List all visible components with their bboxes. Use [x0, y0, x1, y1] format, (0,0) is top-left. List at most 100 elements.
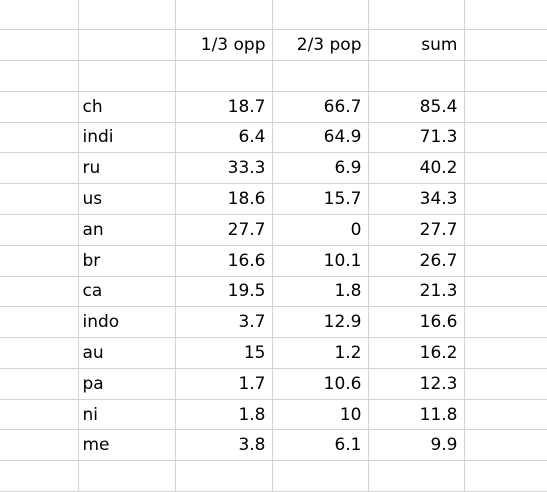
cell[interactable]	[0, 122, 79, 154]
pop-value-cell[interactable]: 10.1	[272, 245, 369, 277]
cell[interactable]	[464, 368, 547, 400]
cell[interactable]	[0, 429, 79, 462]
pop-value-cell[interactable]: 12.9	[272, 306, 369, 339]
cell[interactable]	[175, 460, 273, 492]
sum-value-cell[interactable]: 27.7	[368, 214, 465, 246]
cell[interactable]	[464, 429, 547, 462]
opp-value-cell[interactable]: 1.8	[175, 399, 273, 431]
row-name-cell[interactable]: me	[78, 429, 176, 462]
sum-value-cell[interactable]: 16.6	[368, 306, 465, 339]
cell[interactable]	[464, 460, 547, 492]
cell[interactable]	[78, 60, 176, 92]
table-row: ca 19.5 1.8 21.3	[0, 276, 547, 308]
cell[interactable]	[368, 0, 465, 31]
cell[interactable]	[464, 306, 547, 339]
opp-value-cell[interactable]: 16.6	[175, 245, 273, 277]
pop-value-cell[interactable]: 10.6	[272, 368, 369, 400]
opp-value-cell[interactable]: 18.7	[175, 91, 273, 123]
opp-value-cell[interactable]: 3.7	[175, 306, 273, 339]
cell[interactable]	[464, 91, 547, 123]
cell[interactable]	[0, 306, 79, 339]
cell[interactable]	[0, 152, 79, 185]
cell[interactable]	[0, 60, 79, 92]
row-name-cell[interactable]: ru	[78, 152, 176, 185]
row-name-cell[interactable]: ch	[78, 91, 176, 123]
cell[interactable]	[464, 152, 547, 185]
cell[interactable]	[0, 399, 79, 431]
cell[interactable]	[464, 399, 547, 431]
cell[interactable]	[0, 91, 79, 123]
cell[interactable]	[272, 460, 369, 492]
pop-value-cell[interactable]: 10	[272, 399, 369, 431]
pop-value-cell[interactable]: 1.8	[272, 276, 369, 308]
opp-value-cell[interactable]: 6.4	[175, 122, 273, 154]
pop-value-cell[interactable]: 1.2	[272, 337, 369, 369]
row-name-cell[interactable]: indi	[78, 122, 176, 154]
header-row: 1/3 opp 2/3 pop sum	[0, 29, 547, 62]
sum-value-cell[interactable]: 9.9	[368, 429, 465, 462]
table-row: an 27.7 0 27.7	[0, 214, 547, 246]
row-name-cell[interactable]: pa	[78, 368, 176, 400]
cell[interactable]	[464, 214, 547, 246]
sheet-row	[0, 60, 547, 92]
cell[interactable]	[0, 29, 79, 62]
sum-value-cell[interactable]: 11.8	[368, 399, 465, 431]
cell[interactable]	[272, 0, 369, 31]
pop-value-cell[interactable]: 0	[272, 214, 369, 246]
row-name-cell[interactable]: au	[78, 337, 176, 369]
row-name-cell[interactable]: indo	[78, 306, 176, 339]
opp-value-cell[interactable]: 15	[175, 337, 273, 369]
row-name-cell[interactable]: br	[78, 245, 176, 277]
cell[interactable]	[0, 214, 79, 246]
cell[interactable]	[78, 0, 176, 31]
header-sum[interactable]: sum	[368, 29, 465, 62]
cell[interactable]	[464, 183, 547, 215]
cell[interactable]	[175, 60, 273, 92]
cell[interactable]	[0, 0, 79, 31]
opp-value-cell[interactable]: 19.5	[175, 276, 273, 308]
cell[interactable]	[0, 276, 79, 308]
cell[interactable]	[0, 368, 79, 400]
cell[interactable]	[464, 337, 547, 369]
sum-value-cell[interactable]: 26.7	[368, 245, 465, 277]
cell[interactable]	[464, 0, 547, 31]
header-pop[interactable]: 2/3 pop	[272, 29, 369, 62]
cell[interactable]	[0, 460, 79, 492]
pop-value-cell[interactable]: 66.7	[272, 91, 369, 123]
cell[interactable]	[78, 29, 176, 62]
header-opp[interactable]: 1/3 opp	[175, 29, 273, 62]
cell[interactable]	[0, 183, 79, 215]
sum-value-cell[interactable]: 21.3	[368, 276, 465, 308]
opp-value-cell[interactable]: 27.7	[175, 214, 273, 246]
cell[interactable]	[368, 460, 465, 492]
row-name-cell[interactable]: ni	[78, 399, 176, 431]
pop-value-cell[interactable]: 6.9	[272, 152, 369, 185]
cell[interactable]	[0, 337, 79, 369]
cell[interactable]	[464, 276, 547, 308]
opp-value-cell[interactable]: 33.3	[175, 152, 273, 185]
cell[interactable]	[464, 29, 547, 62]
sum-value-cell[interactable]: 40.2	[368, 152, 465, 185]
cell[interactable]	[175, 0, 273, 31]
cell[interactable]	[368, 60, 465, 92]
sum-value-cell[interactable]: 34.3	[368, 183, 465, 215]
pop-value-cell[interactable]: 64.9	[272, 122, 369, 154]
cell[interactable]	[464, 122, 547, 154]
row-name-cell[interactable]: us	[78, 183, 176, 215]
opp-value-cell[interactable]: 1.7	[175, 368, 273, 400]
pop-value-cell[interactable]: 15.7	[272, 183, 369, 215]
opp-value-cell[interactable]: 3.8	[175, 429, 273, 462]
sum-value-cell[interactable]: 12.3	[368, 368, 465, 400]
sum-value-cell[interactable]: 16.2	[368, 337, 465, 369]
cell[interactable]	[464, 245, 547, 277]
opp-value-cell[interactable]: 18.6	[175, 183, 273, 215]
sum-value-cell[interactable]: 85.4	[368, 91, 465, 123]
cell[interactable]	[464, 60, 547, 92]
cell[interactable]	[0, 245, 79, 277]
cell[interactable]	[272, 60, 369, 92]
pop-value-cell[interactable]: 6.1	[272, 429, 369, 462]
cell[interactable]	[78, 460, 176, 492]
sum-value-cell[interactable]: 71.3	[368, 122, 465, 154]
row-name-cell[interactable]: ca	[78, 276, 176, 308]
row-name-cell[interactable]: an	[78, 214, 176, 246]
